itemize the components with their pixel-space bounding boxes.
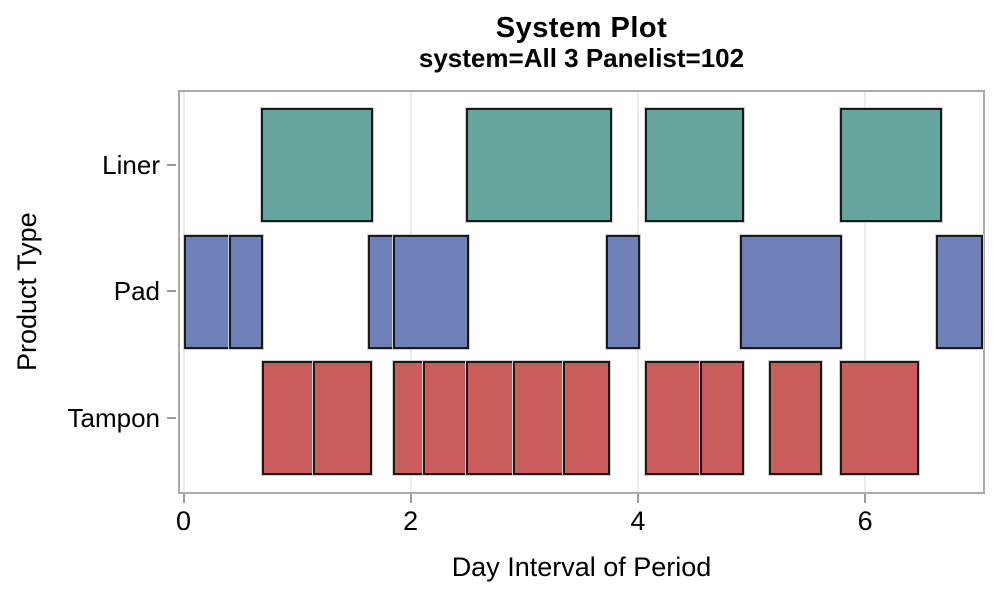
- bar-liner-segment: [261, 108, 373, 222]
- bar-pad-segment: [183, 235, 234, 349]
- bar-tampon-segment: [423, 361, 470, 475]
- bar-liner-segment: [465, 108, 612, 222]
- y-tick-mark-liner: [167, 164, 176, 166]
- gridline-x-6: [864, 92, 867, 492]
- bar-tampon-segment: [513, 361, 568, 475]
- bar-pad-segment: [740, 235, 843, 349]
- bar-pad-segment: [229, 235, 263, 349]
- bar-pad-segment: [606, 235, 640, 349]
- x-tick-label-2: 2: [403, 506, 419, 536]
- x-tick-label-4: 4: [630, 506, 646, 536]
- y-tick-label-liner: Liner: [102, 150, 160, 180]
- bar-liner-segment: [644, 108, 745, 222]
- bar-pad-segment: [367, 235, 397, 349]
- bar-tampon-segment: [840, 361, 920, 475]
- gridline-x-0: [182, 92, 185, 492]
- bar-tampon-segment: [465, 361, 518, 475]
- bar-tampon-segment: [563, 361, 611, 475]
- y-tick-label-pad: Pad: [113, 276, 160, 306]
- chart-subtitle: system=All 3 Panelist=102: [418, 43, 745, 73]
- bar-tampon-segment: [699, 361, 745, 475]
- bar-pad-segment: [935, 235, 983, 349]
- chart-title: System Plot: [495, 12, 668, 44]
- bar-tampon-segment: [768, 361, 822, 475]
- bar-tampon-segment: [392, 361, 428, 475]
- bar-tampon-segment: [262, 361, 318, 475]
- x-tick-mark-0: [182, 494, 185, 503]
- bar-tampon-segment: [313, 361, 372, 475]
- plot-area: [178, 90, 985, 494]
- y-tick-mark-pad: [167, 290, 176, 292]
- x-tick-mark-4: [636, 494, 639, 503]
- x-tick-label-0: 0: [175, 506, 192, 536]
- y-tick-label-tampon: Tampon: [67, 403, 161, 433]
- bar-pad-segment: [392, 235, 470, 349]
- bar-liner-segment: [840, 108, 943, 222]
- bar-tampon-segment: [644, 361, 704, 475]
- x-tick-mark-6: [864, 494, 867, 503]
- x-axis-label: Day Interval of Period: [451, 552, 712, 582]
- y-tick-mark-tampon: [167, 417, 176, 419]
- x-tick-label-6: 6: [857, 506, 873, 536]
- x-tick-mark-2: [409, 494, 412, 503]
